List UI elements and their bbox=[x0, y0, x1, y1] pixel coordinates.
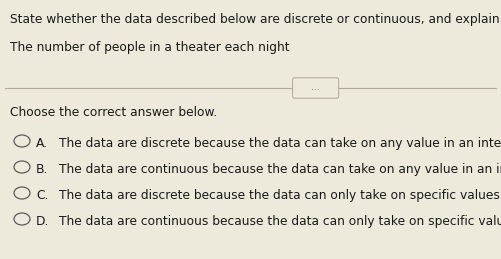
Text: The number of people in a theater each night: The number of people in a theater each n… bbox=[10, 41, 290, 54]
Text: D.: D. bbox=[36, 215, 50, 228]
Text: The data are continuous because the data can take on any value in an interval.: The data are continuous because the data… bbox=[59, 163, 501, 176]
Text: The data are continuous because the data can only take on specific values.: The data are continuous because the data… bbox=[59, 215, 501, 228]
Text: ...: ... bbox=[311, 83, 320, 92]
Text: C.: C. bbox=[36, 189, 49, 202]
Text: A.: A. bbox=[36, 137, 48, 150]
Text: The data are discrete because the data can only take on specific values.: The data are discrete because the data c… bbox=[59, 189, 501, 202]
Text: The data are discrete because the data can take on any value in an interval.: The data are discrete because the data c… bbox=[59, 137, 501, 150]
Text: Choose the correct answer below.: Choose the correct answer below. bbox=[10, 106, 217, 119]
Text: State whether the data described below are discrete or continuous, and explain w: State whether the data described below a… bbox=[10, 13, 501, 26]
Text: B.: B. bbox=[36, 163, 49, 176]
FancyBboxPatch shape bbox=[293, 78, 339, 98]
